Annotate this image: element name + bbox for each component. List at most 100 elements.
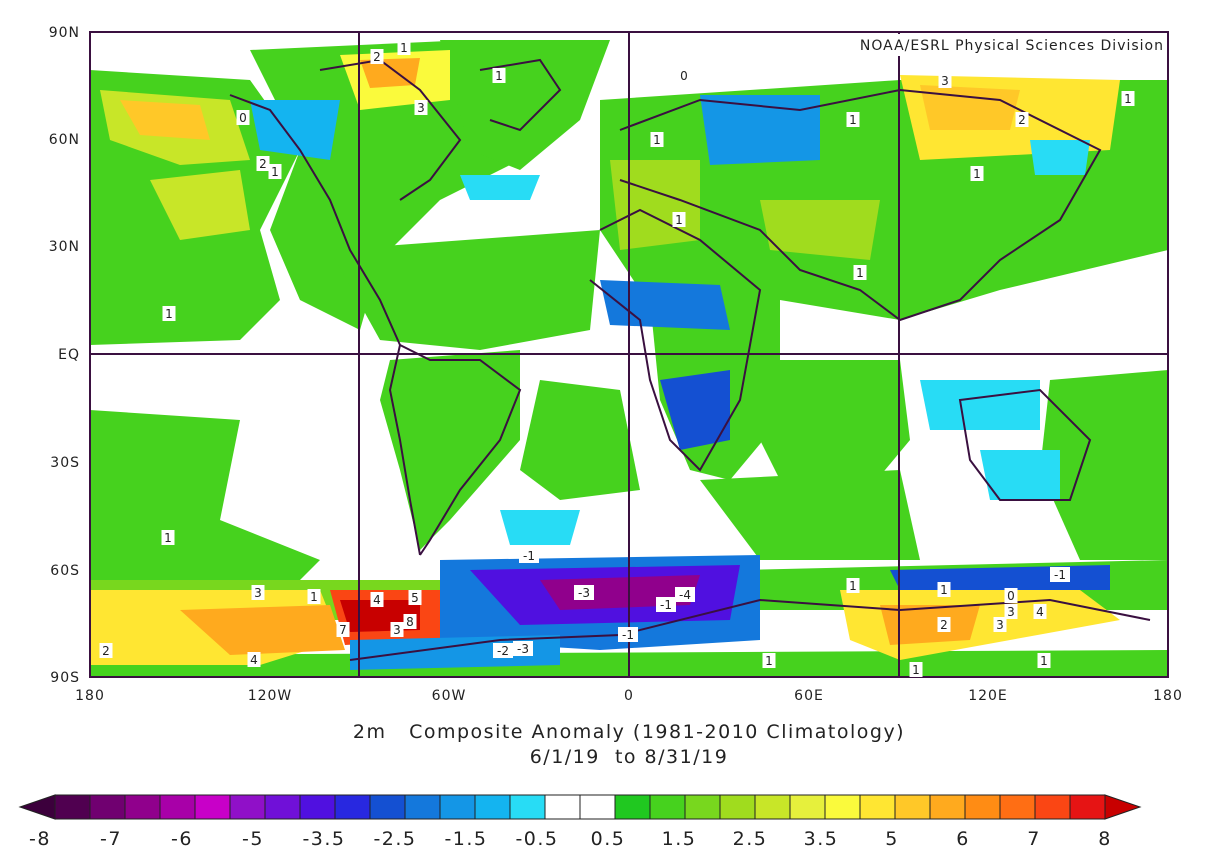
contour-label: 3 <box>254 586 262 600</box>
colorbar-max-arrow <box>1104 794 1142 820</box>
contour-label-box <box>519 548 539 563</box>
contour-label-box <box>970 166 984 181</box>
contour-label: 1 <box>765 654 773 668</box>
colorbar-tick-label: -2.5 <box>373 828 416 850</box>
lat-label: 30S <box>50 455 80 471</box>
contour-label: 1 <box>310 590 318 604</box>
credit: NOAA/ESRL Physical Sciences Division <box>770 34 1166 56</box>
colorbar-cell <box>229 794 266 820</box>
contour-label-box <box>1050 567 1070 582</box>
contour-label-box <box>397 40 411 55</box>
contour-label: -3 <box>517 642 529 656</box>
colorbar-tick-label: -8 <box>29 828 51 850</box>
contour-label-box <box>492 68 506 83</box>
contour-label-box <box>161 530 175 545</box>
contour-label-box <box>390 622 404 637</box>
contour-label: 1 <box>164 531 172 545</box>
lat-label: 90S <box>50 670 80 686</box>
lat-label: 90N <box>49 25 80 41</box>
contour-label: -1 <box>523 549 535 563</box>
lon-label: 180 <box>1153 688 1183 704</box>
contour-label-box <box>403 614 417 629</box>
contour-label-box <box>1004 604 1018 619</box>
warm-anomaly-ross-sea-core <box>180 605 345 655</box>
colorbar-tick-label: -1.5 <box>444 828 487 850</box>
contour-label-box <box>618 627 638 642</box>
colorbar-cell <box>579 794 616 820</box>
contour-label-box <box>370 592 384 607</box>
colorbar-cell <box>194 794 231 820</box>
contour-label: 1 <box>849 579 857 593</box>
warm-anomaly-siberia-core <box>920 85 1020 130</box>
cool-anomaly-south-atlantic <box>500 510 580 545</box>
contour-label: -3 <box>578 586 590 600</box>
colorbar-cell <box>614 794 651 820</box>
colorbar-cell <box>264 794 301 820</box>
contour-label: 2 <box>940 618 948 632</box>
colorbar-cell <box>684 794 721 820</box>
colorbar-tick-label: 2.5 <box>733 828 768 850</box>
contour-label-box <box>370 49 384 64</box>
colorbar-cell <box>369 794 406 820</box>
anomaly-region-tropical-atlantic <box>330 230 600 350</box>
contour-label: 1 <box>495 69 503 83</box>
colorbar-tick-label: -3.5 <box>302 828 345 850</box>
contour-label: 3 <box>1007 605 1015 619</box>
lon-axis: 180 120W 60W 0 60E 120E 180 <box>75 688 1183 704</box>
cool-anomaly-indian-ocean <box>920 380 1040 430</box>
contour-label: 3 <box>417 101 425 115</box>
lat-axis: 90N 60N 30N EQ 30S 60S 90S <box>49 25 80 686</box>
colorbar-tick-label: -0.5 <box>515 828 558 850</box>
colorbar-cell <box>1069 794 1106 820</box>
colorbar-cell <box>544 794 581 820</box>
warm-anomaly-middle-east <box>760 200 880 260</box>
colorbar-cell <box>439 794 476 820</box>
contour-label-box <box>1121 91 1135 106</box>
contour-label-box <box>650 132 664 147</box>
contour-label-box <box>99 643 113 658</box>
contour-label-box <box>336 622 350 637</box>
contour-label-box <box>236 110 250 125</box>
contour-label: 4 <box>250 653 258 667</box>
cool-anomaly-australia <box>980 450 1060 500</box>
lon-label: 0 <box>624 688 634 704</box>
contour-label-box <box>846 112 860 127</box>
contour-label: 3 <box>996 618 1004 632</box>
contour-label: 0 <box>680 69 688 83</box>
lat-label: 30N <box>49 239 80 255</box>
warm-anomaly-east-antarctica-core <box>880 605 980 645</box>
contour-label: 2 <box>1018 113 1026 127</box>
contour-label-box <box>251 585 265 600</box>
lat-label: EQ <box>58 347 80 363</box>
contour-label-box <box>1004 588 1018 603</box>
lon-label: 180 <box>75 688 105 704</box>
colorbar-cell <box>474 794 511 820</box>
contour-label-box <box>993 617 1007 632</box>
colorbar-tick-label: 5 <box>885 828 899 850</box>
warm-anomaly-arctic-canada-core <box>360 58 420 88</box>
contour-label: 0 <box>239 111 247 125</box>
caption-dates: 6/1/19 to 8/31/19 <box>530 746 729 768</box>
lon-label: 60E <box>794 688 824 704</box>
colorbar: -8 -7 -6 -5 -3.5 -2.5 -1.5 -0.5 0.5 1.5 2.5 3.5 5 6 7 8 <box>18 794 1142 850</box>
warm-anomaly-north-pacific <box>150 170 250 240</box>
anomaly-region-indian-ocean <box>750 360 910 500</box>
colorbar-tick-label: 3.5 <box>804 828 839 850</box>
anomaly-region-south-pacific <box>90 410 320 580</box>
colorbar-cell <box>159 794 196 820</box>
contour-label: 1 <box>675 213 683 227</box>
colorbar-cell <box>334 794 371 820</box>
warm-anomaly-alaska-core <box>120 100 210 140</box>
contour-label: 1 <box>849 113 857 127</box>
cool-anomaly-canada <box>250 100 340 160</box>
contour-label-box <box>162 306 176 321</box>
contour-label: 1 <box>856 266 864 280</box>
colorbar-cell <box>754 794 791 820</box>
graticule <box>90 32 1168 677</box>
anomaly-region-greenland-atlantic <box>440 40 610 170</box>
contour-label: 7 <box>339 623 347 637</box>
contour-label-box <box>1037 653 1051 668</box>
colorbar-cell <box>404 794 441 820</box>
colorbar-cell <box>719 794 756 820</box>
